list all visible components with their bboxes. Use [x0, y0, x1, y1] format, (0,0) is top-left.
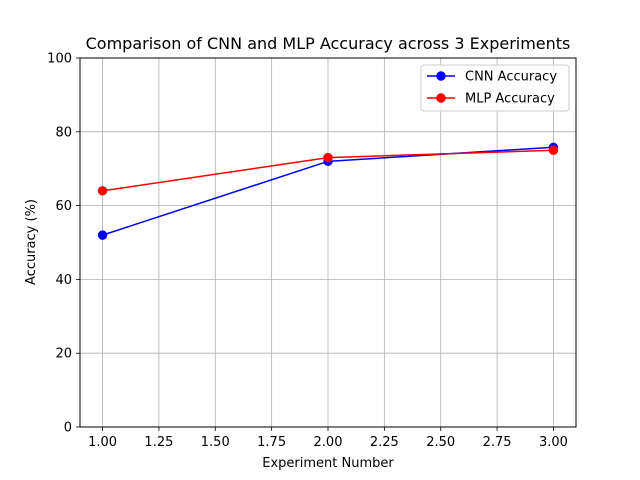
- mlp-accuracy-point: [323, 152, 333, 163]
- cnn-accuracy-point: [97, 230, 108, 240]
- legend-swatch-marker: [436, 93, 446, 103]
- x-tick-label: 1.75: [257, 435, 286, 450]
- x-tick-label: 3.00: [539, 435, 568, 450]
- x-tick-label: 2.50: [426, 435, 455, 450]
- x-axis-label: Experiment Number: [262, 456, 394, 471]
- x-tick-label: 2.25: [370, 435, 399, 450]
- y-tick-label: 0: [64, 421, 72, 436]
- mlp-accuracy-point: [548, 145, 559, 155]
- y-tick-label: 80: [55, 125, 72, 140]
- y-tick-label: 60: [55, 199, 72, 214]
- legend: CNN Accuracy MLP Accuracy: [420, 64, 570, 112]
- legend-item-cnn-accuracy: CNN Accuracy: [427, 70, 557, 85]
- y-tick-label: 100: [47, 52, 72, 67]
- legend-box: [420, 64, 570, 112]
- legend-label: MLP Accuracy: [465, 92, 555, 107]
- legend-item-mlp-accuracy: MLP Accuracy: [427, 92, 555, 107]
- x-tick-label: 1.50: [201, 435, 230, 450]
- x-tick-label: 1.00: [88, 435, 117, 450]
- x-tick-label: 1.25: [144, 435, 173, 450]
- y-tick-label: 40: [55, 273, 72, 288]
- x-tick-label: 2.75: [483, 435, 512, 450]
- series-layer: [97, 142, 559, 240]
- y-axis-label: Accuracy (%): [24, 199, 39, 285]
- axis-ticks: 1.00 1.25 1.50 1.75 2.00 2.25 2.50 2.75 3.00 0 20 4…: [47, 52, 568, 451]
- x-tick-label: 2.00: [314, 435, 343, 450]
- legend-label: CNN Accuracy: [465, 70, 557, 85]
- chart-title: Comparison of CNN and MLP Accuracy acros…: [86, 34, 571, 53]
- mlp-accuracy-series: [97, 145, 559, 196]
- y-tick-label: 20: [55, 347, 72, 362]
- legend-swatch-marker: [436, 71, 446, 81]
- mlp-accuracy-point: [97, 186, 108, 196]
